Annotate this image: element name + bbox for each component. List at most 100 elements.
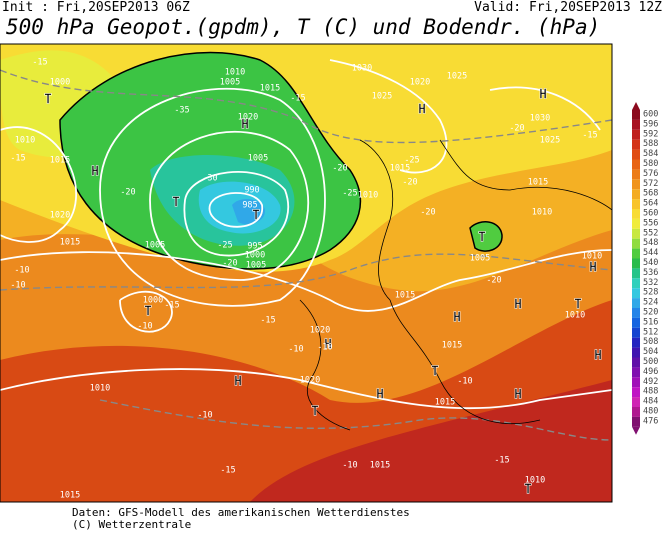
isoline-label: -10 xyxy=(197,411,212,421)
colorbar-label: 496 xyxy=(643,367,658,377)
isoline-label: 1015 xyxy=(528,178,548,188)
colorbar-label: 520 xyxy=(643,308,658,318)
colorbar-swatch xyxy=(632,139,640,150)
isoline-label: -10 xyxy=(14,266,29,276)
isoline-label: 995 xyxy=(247,242,262,252)
pressure-center: H xyxy=(514,298,522,313)
colorbar-swatch xyxy=(632,288,640,299)
isoline-label: 1025 xyxy=(540,136,560,146)
pressure-center: T xyxy=(44,93,52,108)
pressure-center: H xyxy=(418,103,426,118)
isoline-label: 1015 xyxy=(260,84,280,94)
colorbar-label: 584 xyxy=(643,149,658,159)
colorbar-swatch xyxy=(632,110,640,120)
colorbar-swatch xyxy=(632,327,640,338)
colorbar-swatch xyxy=(632,357,640,368)
pressure-center: T xyxy=(172,196,180,211)
isoline-label: 1010 xyxy=(532,208,552,218)
colorbar-swatch xyxy=(632,397,640,407)
isoline-label: -15 xyxy=(10,154,25,164)
isoline-label: 1020 xyxy=(410,78,430,88)
pressure-center: T xyxy=(574,298,582,313)
isoline-label: 1020 xyxy=(238,113,258,123)
colorbar-label: 504 xyxy=(643,347,658,357)
isoline-label: -15 xyxy=(582,131,597,141)
isoline-label: -15 xyxy=(164,301,179,311)
isoline-label: 1010 xyxy=(358,191,378,201)
isoline-label: 1010 xyxy=(565,311,585,321)
isoline-label: 1010 xyxy=(90,384,110,394)
pressure-center: T xyxy=(144,305,152,320)
isoline-label: 1010 xyxy=(582,252,602,262)
colorbar-label: 528 xyxy=(643,288,658,298)
isoline-label: 1005 xyxy=(248,154,268,164)
colorbar-label: 484 xyxy=(643,397,658,407)
isoline-label: 1015 xyxy=(442,341,462,351)
isoline-label: 1010 xyxy=(525,476,545,486)
isoline-label: 990 xyxy=(244,186,259,196)
colorbar-swatch xyxy=(632,218,640,229)
isoline-label: -20 xyxy=(222,259,237,269)
colorbar-swatch xyxy=(632,119,640,130)
colorbar-swatch xyxy=(632,129,640,140)
pressure-center: T xyxy=(311,405,319,420)
colorbar-swatch xyxy=(632,387,640,398)
pressure-center: H xyxy=(539,88,547,103)
isoline-label: -15 xyxy=(260,316,275,326)
isoline-label: -15 xyxy=(32,58,47,68)
isoline-label: -35 xyxy=(174,106,189,116)
colorbar-label: 588 xyxy=(643,139,658,149)
isoline-label: -25 xyxy=(404,156,419,166)
colorbar-label: 536 xyxy=(643,268,658,278)
isoline-label: 1015 xyxy=(370,461,390,471)
colorbar-swatch xyxy=(632,189,640,200)
colorbar-swatch xyxy=(632,347,640,358)
isoline-label: -10 xyxy=(342,461,357,471)
colorbar-label: 560 xyxy=(643,209,658,219)
isoline-label: 1015 xyxy=(390,164,410,174)
isoline-label: -10 xyxy=(137,322,152,332)
isoline-label: 1020 xyxy=(300,376,320,386)
colorbar-swatch xyxy=(632,308,640,318)
colorbar-label: 580 xyxy=(643,159,658,169)
colorbar-swatch xyxy=(632,416,640,427)
colorbar-label: 592 xyxy=(643,129,658,139)
colorbar-label: 516 xyxy=(643,317,658,327)
colorbar-label: 512 xyxy=(643,327,658,337)
colorbar-label: 532 xyxy=(643,278,658,288)
isoline-label: -25 xyxy=(342,189,357,199)
pressure-center: T xyxy=(431,365,439,380)
valid-time: Valid: Fri,20SEP2013 12Z xyxy=(474,0,662,15)
colorbar-swatch xyxy=(632,149,640,160)
colorbar-cap xyxy=(632,426,640,435)
pressure-center: H xyxy=(594,349,602,364)
isoline-label: -15 xyxy=(494,456,509,466)
colorbar-label: 600 xyxy=(643,110,658,120)
colorbar-label: 508 xyxy=(643,337,658,347)
colorbar-swatch xyxy=(632,258,640,269)
pressure-center: T xyxy=(252,209,260,224)
isoline-label: -10 xyxy=(317,343,332,353)
isoline-label: -20 xyxy=(120,188,135,198)
pressure-center: H xyxy=(376,388,384,403)
colorbar-label: 492 xyxy=(643,377,658,387)
isoline-label: 1000 xyxy=(50,78,70,88)
colorbar-swatch xyxy=(632,179,640,190)
colorbar-label: 572 xyxy=(643,179,658,189)
pressure-center: H xyxy=(91,165,99,180)
footer-copyright: (C) Wetterzentrale xyxy=(72,518,191,531)
colorbar-label: 556 xyxy=(643,218,658,228)
isoline-label: 1015 xyxy=(50,156,70,166)
isoline-label: 1030 xyxy=(352,64,372,74)
isoline-label: -20 xyxy=(402,178,417,188)
map-area xyxy=(0,44,612,502)
colorbar-cap xyxy=(632,102,640,110)
colorbar-swatch xyxy=(632,377,640,388)
isoline-label: 1015 xyxy=(60,491,80,501)
colorbar-swatch xyxy=(632,169,640,180)
isoline-label: 1005 xyxy=(470,254,490,264)
colorbar-swatch xyxy=(632,407,640,417)
pressure-center: H xyxy=(453,311,461,326)
